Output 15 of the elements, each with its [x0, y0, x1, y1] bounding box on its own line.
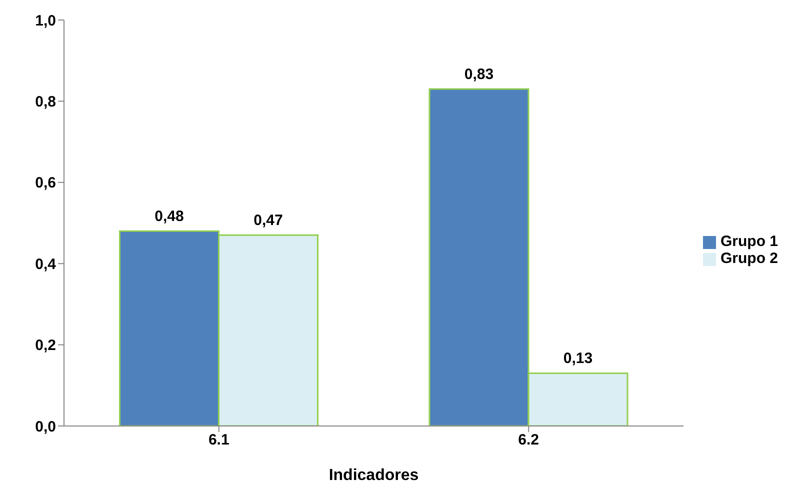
y-tick-label: 1,0: [35, 12, 56, 30]
data-label: 0,48: [154, 208, 184, 226]
y-tick-label: 0,6: [35, 174, 56, 192]
data-label: 0,47: [254, 212, 283, 230]
legend-label: Grupo 2: [720, 250, 778, 267]
y-tick-label: 0,0: [35, 418, 56, 436]
y-tick-label: 0,2: [35, 337, 56, 354]
y-tick-label: 0,8: [35, 94, 56, 111]
x-tick-label: 6.1: [208, 432, 230, 449]
x-axis-title: Indicadores: [328, 467, 419, 484]
legend-label: Grupo 1: [720, 233, 778, 250]
data-label: 0,13: [563, 350, 593, 368]
y-tick-label: 0,4: [35, 256, 57, 273]
x-tick-label: 6.2: [518, 432, 540, 449]
data-label: 0,83: [464, 66, 494, 84]
